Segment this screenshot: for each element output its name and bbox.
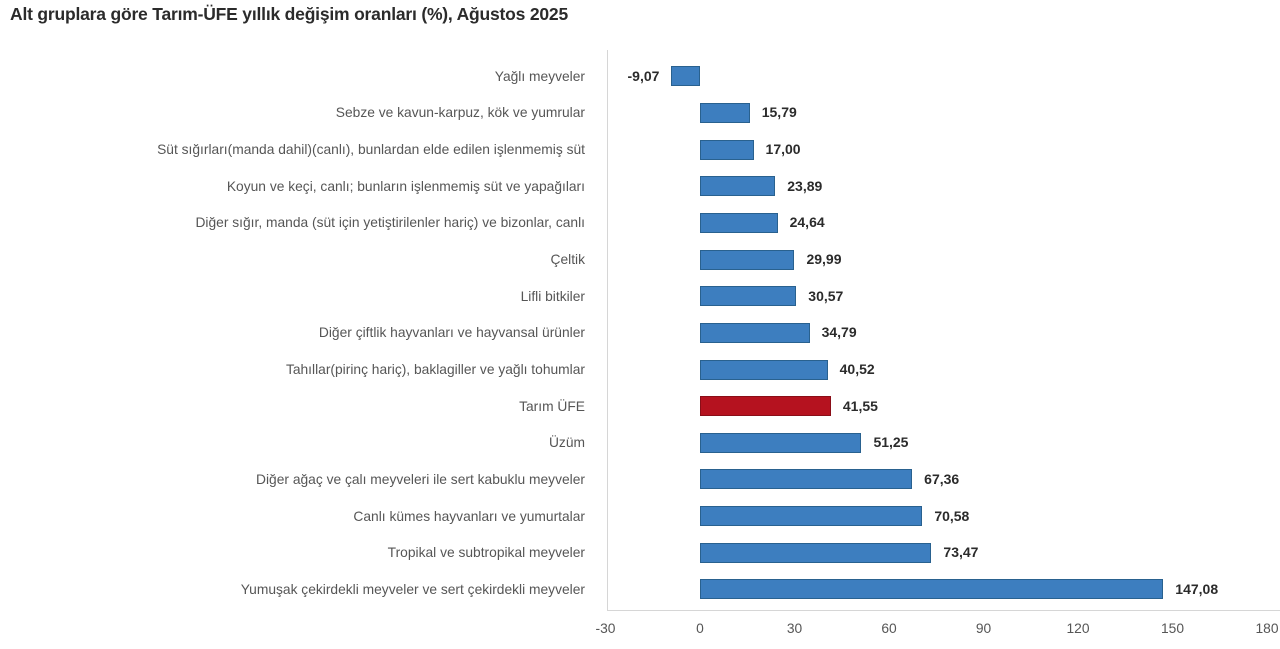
value-label: 34,79 xyxy=(821,324,857,341)
plot-left-border xyxy=(607,50,608,610)
category-label: Koyun ve keçi, canlı; bunların işlenmemi… xyxy=(226,178,585,194)
chart-title: Alt gruplara göre Tarım-ÜFE yıllık değiş… xyxy=(10,4,569,24)
value-label: 51,25 xyxy=(873,434,909,451)
bar xyxy=(700,322,810,343)
value-label: 24,64 xyxy=(789,214,825,231)
chart-row: Yumuşak çekirdekli meyveler ve sert çeki… xyxy=(0,572,1280,609)
category-label: Diğer ağaç ve çalı meyveleri ile sert ka… xyxy=(256,471,585,487)
value-label: 40,52 xyxy=(839,361,875,377)
category-label: Lifli bitkiler xyxy=(520,288,585,304)
category-label: Süt sığırları(manda dahil)(canlı), bunla… xyxy=(157,142,585,158)
x-axis-line xyxy=(607,610,1280,611)
chart-row: Canlı kümes hayvanları ve yumurtalar 70,5… xyxy=(0,499,1280,536)
bar xyxy=(700,212,778,233)
category-label: Diğer çiftlik hayvanları ve hayvansal ür… xyxy=(318,325,585,341)
chart-row: Diğer çiftlik hayvanları ve hayvansal ür… xyxy=(0,316,1280,353)
bar xyxy=(700,469,913,490)
category-label: Çeltik xyxy=(550,252,586,268)
chart-row: Diğer sığır, manda (süt için yetiştirile… xyxy=(0,206,1280,243)
x-axis-tick: -30 xyxy=(595,621,616,636)
bar xyxy=(700,359,828,380)
chart-row: Koyun ve keçi, canlı; bunların işlenmemi… xyxy=(0,169,1280,206)
category-label: Üzüm xyxy=(548,435,585,451)
x-axis-tick: 60 xyxy=(881,621,897,636)
bar xyxy=(700,432,862,453)
value-label: 17,00 xyxy=(765,141,801,158)
x-axis-tick: 0 xyxy=(696,621,704,636)
category-label: Tahıllar(pirinç hariç), baklagiller ve y… xyxy=(285,362,585,377)
value-label: -9,07 xyxy=(627,67,660,84)
category-label: Sebze ve kavun-karpuz, kök ve yumrular xyxy=(335,105,585,121)
category-label: Yumuşak çekirdekli meyveler ve sert çeki… xyxy=(240,581,585,597)
bar xyxy=(700,249,795,270)
value-label: 147,08 xyxy=(1175,580,1219,597)
category-label: Canlı kümes hayvanları ve yumurtalar xyxy=(353,508,585,524)
value-label: 67,36 xyxy=(924,470,960,487)
highlight-bar xyxy=(700,396,831,417)
chart-row: Tropikal ve subtropikal meyveler 73,47 xyxy=(0,535,1280,572)
chart-row: Sebze ve kavun-karpuz, kök ve yumrular 15… xyxy=(0,96,1280,133)
chart-row: Üzüm 51,25 xyxy=(0,426,1280,463)
bar xyxy=(700,579,1164,600)
chart-row: Çeltik 29,99 xyxy=(0,242,1280,279)
chart-row: Tahıllar(pirinç hariç), baklagiller ve y… xyxy=(0,352,1280,389)
category-label: Tarım ÜFE xyxy=(519,398,585,414)
x-axis-tick: 180 xyxy=(1255,621,1279,636)
bar xyxy=(700,542,932,563)
category-label: Tropikal ve subtropikal meyveler xyxy=(387,545,585,561)
value-label: 29,99 xyxy=(806,251,842,268)
chart-row: Süt sığırları(manda dahil)(canlı), bunla… xyxy=(0,132,1280,169)
category-label: Yağlı meyveler xyxy=(494,68,585,84)
value-label: 30,57 xyxy=(808,287,844,304)
bar xyxy=(700,506,923,527)
bar xyxy=(700,286,797,307)
bar xyxy=(700,139,754,160)
value-label: 73,47 xyxy=(943,544,979,561)
chart-row: Lifli bitkiler 30,57 xyxy=(0,279,1280,316)
bar xyxy=(700,102,750,123)
bar xyxy=(671,66,700,87)
bar xyxy=(700,176,776,197)
x-axis-tick: 150 xyxy=(1160,621,1185,636)
value-label: 23,89 xyxy=(787,177,823,194)
x-axis-tick: 120 xyxy=(1066,621,1090,636)
chart-row: Diğer ağaç ve çalı meyveleri ile sert ka… xyxy=(0,462,1280,499)
value-label: 70,58 xyxy=(934,507,970,524)
value-label: 15,79 xyxy=(761,104,797,121)
category-label: Diğer sığır, manda (süt için yetiştirile… xyxy=(195,215,585,231)
chart-row: Yağlı meyveler -9,07 xyxy=(0,59,1280,96)
value-label: 41,55 xyxy=(842,397,878,414)
x-axis-tick: 30 xyxy=(786,621,803,636)
x-axis-tick: 90 xyxy=(975,621,992,636)
chart-row: Tarım ÜFE 41,55 xyxy=(0,389,1280,426)
